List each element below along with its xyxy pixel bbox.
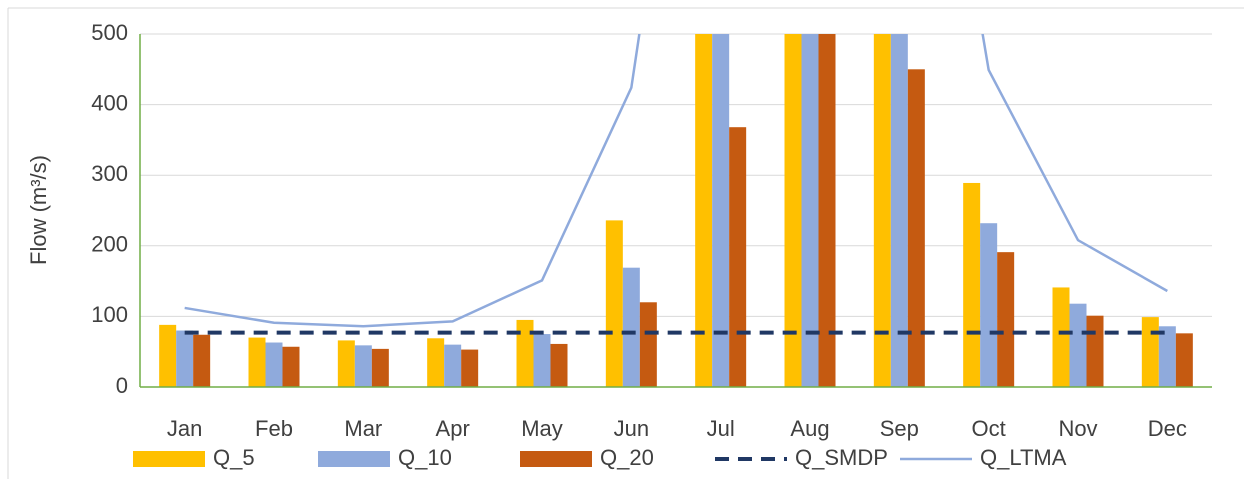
bar	[997, 252, 1015, 387]
legend-swatch	[133, 451, 205, 467]
x-tick-label: Oct	[972, 416, 1006, 441]
bar	[605, 220, 623, 387]
x-tick-label: Aug	[790, 416, 829, 441]
bar	[873, 34, 891, 387]
legend-label: Q_10	[398, 445, 452, 470]
y-tick-label: 100	[91, 302, 128, 327]
bar	[890, 34, 908, 387]
bar	[1158, 326, 1176, 387]
bar	[818, 34, 836, 387]
bar	[729, 127, 747, 387]
bar	[1052, 287, 1070, 387]
bar	[784, 34, 802, 387]
x-tick-label: Jul	[707, 416, 735, 441]
legend-swatch	[318, 451, 390, 467]
bar	[639, 302, 657, 387]
bar	[801, 34, 819, 387]
legend-swatch	[520, 451, 592, 467]
bar	[354, 345, 372, 387]
bar	[622, 267, 640, 387]
y-tick-label: 400	[91, 90, 128, 115]
x-tick-label: Nov	[1058, 416, 1097, 441]
x-tick-label: Dec	[1148, 416, 1187, 441]
bar	[461, 349, 479, 387]
x-tick-label: Jun	[614, 416, 649, 441]
bar	[248, 337, 266, 387]
x-tick-label: Jan	[167, 416, 202, 441]
y-axis-title: Flow (m³/s)	[26, 155, 51, 265]
bar	[533, 334, 551, 387]
x-tick-label: Mar	[344, 416, 382, 441]
bar	[282, 346, 300, 387]
x-tick-label: Feb	[255, 416, 293, 441]
bar	[193, 334, 211, 387]
line	[184, 34, 1168, 328]
bar	[980, 223, 998, 387]
legend-label: Q_5	[213, 445, 255, 470]
bar	[1141, 317, 1159, 387]
bar	[516, 319, 534, 387]
bar	[695, 34, 713, 387]
bar	[550, 343, 568, 387]
legend-label: Q_SMDP	[795, 445, 888, 470]
bar	[907, 69, 925, 387]
bar	[159, 324, 177, 387]
bar	[712, 34, 730, 387]
y-tick-label: 0	[116, 373, 128, 398]
x-tick-label: Sep	[880, 416, 919, 441]
x-tick-label: Apr	[436, 416, 470, 441]
y-tick-label: 500	[91, 20, 128, 45]
bar	[444, 344, 462, 387]
x-tick-label: May	[521, 416, 563, 441]
legend-label: Q_LTMA	[980, 445, 1067, 470]
bar	[1069, 303, 1087, 387]
bar	[176, 330, 194, 387]
bar	[265, 342, 283, 387]
bar	[371, 348, 389, 387]
y-tick-label: 200	[91, 232, 128, 257]
bar	[1175, 333, 1193, 387]
bar	[963, 182, 981, 387]
bar	[427, 338, 445, 387]
bar	[1086, 315, 1104, 387]
legend-label: Q_20	[600, 445, 654, 470]
y-tick-label: 300	[91, 161, 128, 186]
bar	[337, 340, 355, 387]
